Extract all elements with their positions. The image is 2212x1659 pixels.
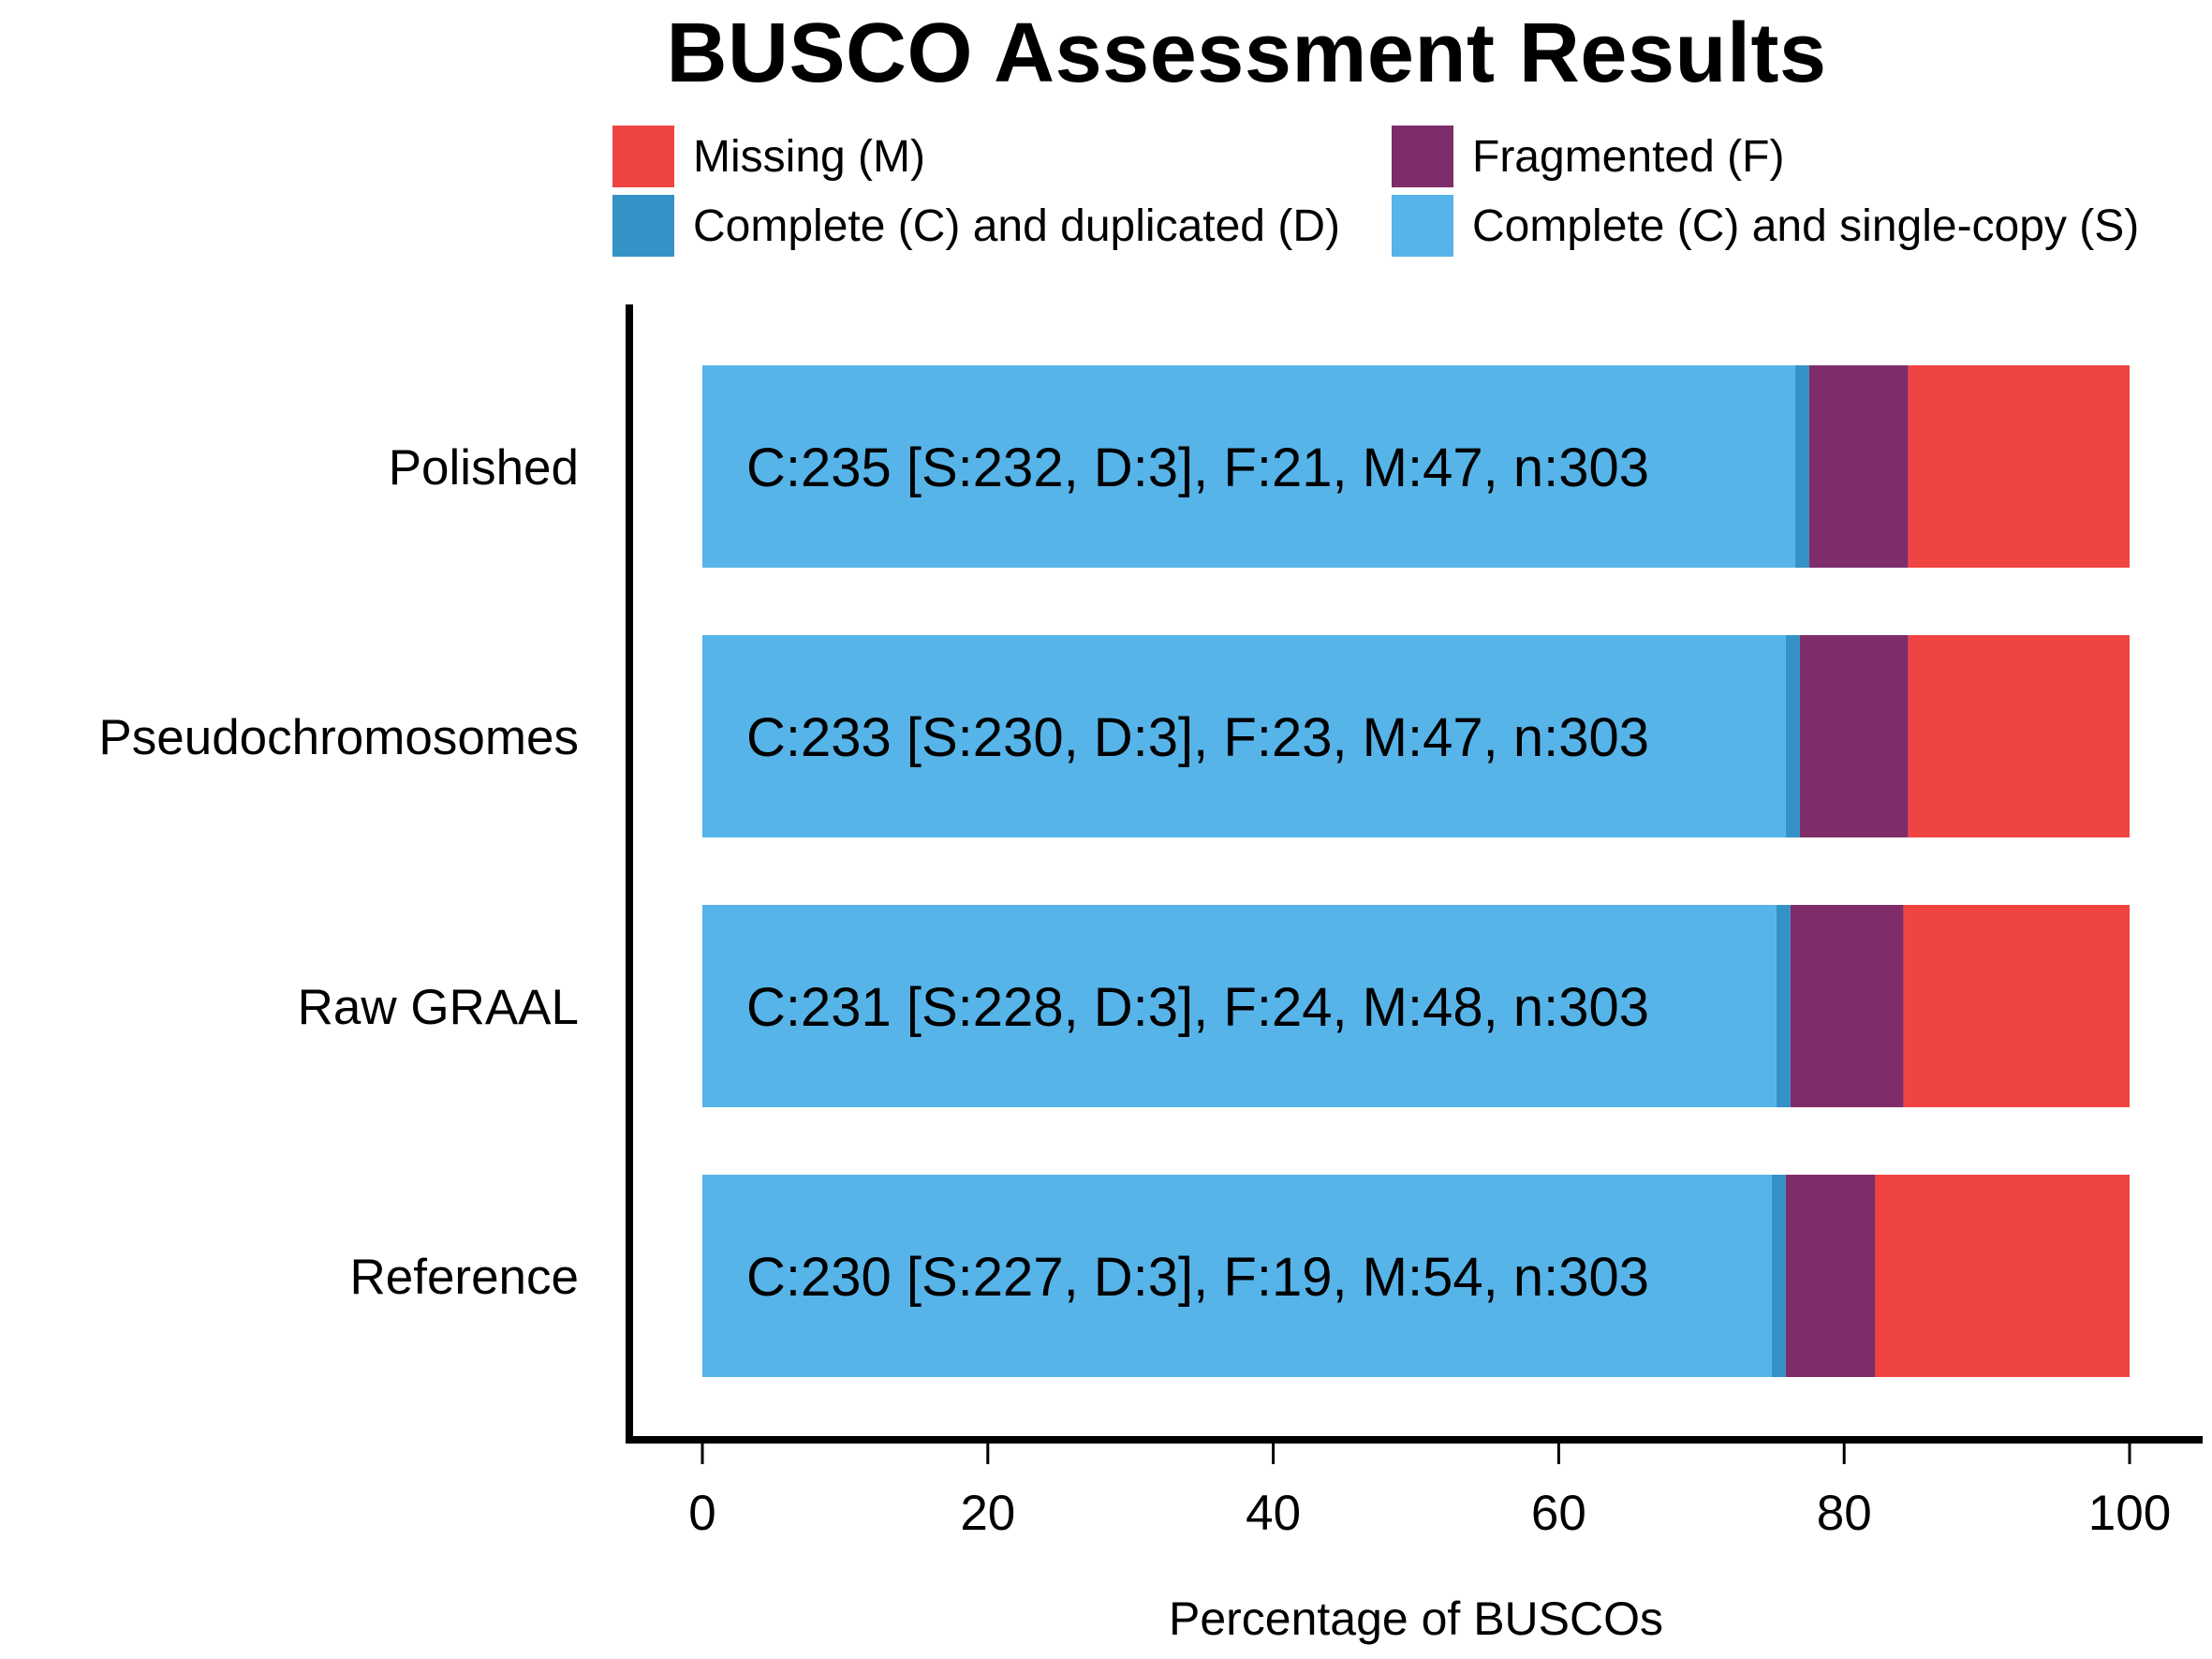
legend-label-single-copy: Complete (C) and single-copy (S) (1472, 200, 2140, 251)
category-label: Polished (389, 440, 579, 496)
bar-annotation: C:230 [S:227, D:3], F:19, M:54, n:303 (746, 1247, 1649, 1308)
bars-layer (702, 365, 2130, 1377)
x-tick-label: 60 (1531, 1486, 1586, 1541)
bar-segment-2-row-3 (1785, 1175, 1876, 1377)
x-tick-label: 0 (688, 1486, 715, 1541)
bar-annotation: C:235 [S:232, D:3], F:21, M:47, n:303 (746, 437, 1649, 498)
legend-swatch-single-copy (1392, 195, 1453, 257)
legend-swatch-fragmented (1392, 126, 1453, 187)
x-tick-label: 80 (1817, 1486, 1872, 1541)
bar-segment-0-row-2 (702, 905, 1777, 1107)
legend-item-single-copy: Complete (C) and single-copy (S) (1392, 195, 2140, 257)
bar-segment-3-row-3 (1875, 1175, 2130, 1377)
legend-item-missing: Missing (M) (612, 126, 925, 187)
chart-title: BUSCO Assessment Results (666, 7, 1827, 100)
bar-segment-2-row-1 (1799, 635, 1909, 837)
bar-annotation: C:233 [S:230, D:3], F:23, M:47, n:303 (746, 707, 1649, 768)
x-tick-label: 100 (2088, 1486, 2171, 1541)
legend-swatch-duplicated (612, 195, 674, 257)
legend-swatch-missing (612, 126, 674, 187)
bar-segment-3-row-2 (1903, 905, 2130, 1107)
legend-label-fragmented: Fragmented (F) (1472, 131, 1785, 182)
bar-segment-1-row-2 (1776, 905, 1791, 1107)
legend-item-fragmented: Fragmented (F) (1392, 126, 1785, 187)
bar-segment-0-row-1 (702, 635, 1786, 837)
x-tick-label: 40 (1246, 1486, 1301, 1541)
bar-segment-1-row-3 (1771, 1175, 1786, 1377)
axes-layer: 0 20 40 60 80 100 Percentage of BUSCOs (626, 304, 2203, 1645)
x-axis-label: Percentage of BUSCOs (1169, 1592, 1663, 1645)
bar-segment-0-row-0 (702, 365, 1795, 568)
bar-segment-1-row-0 (1794, 365, 1810, 568)
bar-segment-2-row-2 (1790, 905, 1904, 1107)
bar-annotation: C:231 [S:228, D:3], F:24, M:48, n:303 (746, 977, 1649, 1038)
bar-segment-0-row-3 (702, 1175, 1772, 1377)
legend-label-duplicated: Complete (C) and duplicated (D) (693, 200, 1340, 251)
bar-segment-3-row-1 (1908, 635, 2130, 837)
x-tick-label: 20 (960, 1486, 1015, 1541)
category-label: Raw GRAAL (298, 980, 579, 1035)
labels-layer: Polished C:235 [S:232, D:3], F:21, M:47, … (98, 437, 1649, 1308)
bar-segment-1-row-1 (1785, 635, 1800, 837)
bar-segment-2-row-0 (1809, 365, 1909, 568)
category-label: Pseudochromosomes (98, 710, 579, 765)
legend-item-duplicated: Complete (C) and duplicated (D) (612, 195, 1340, 257)
bar-segment-3-row-0 (1908, 365, 2130, 568)
legend-label-missing: Missing (M) (693, 131, 925, 182)
category-label: Reference (349, 1250, 579, 1305)
